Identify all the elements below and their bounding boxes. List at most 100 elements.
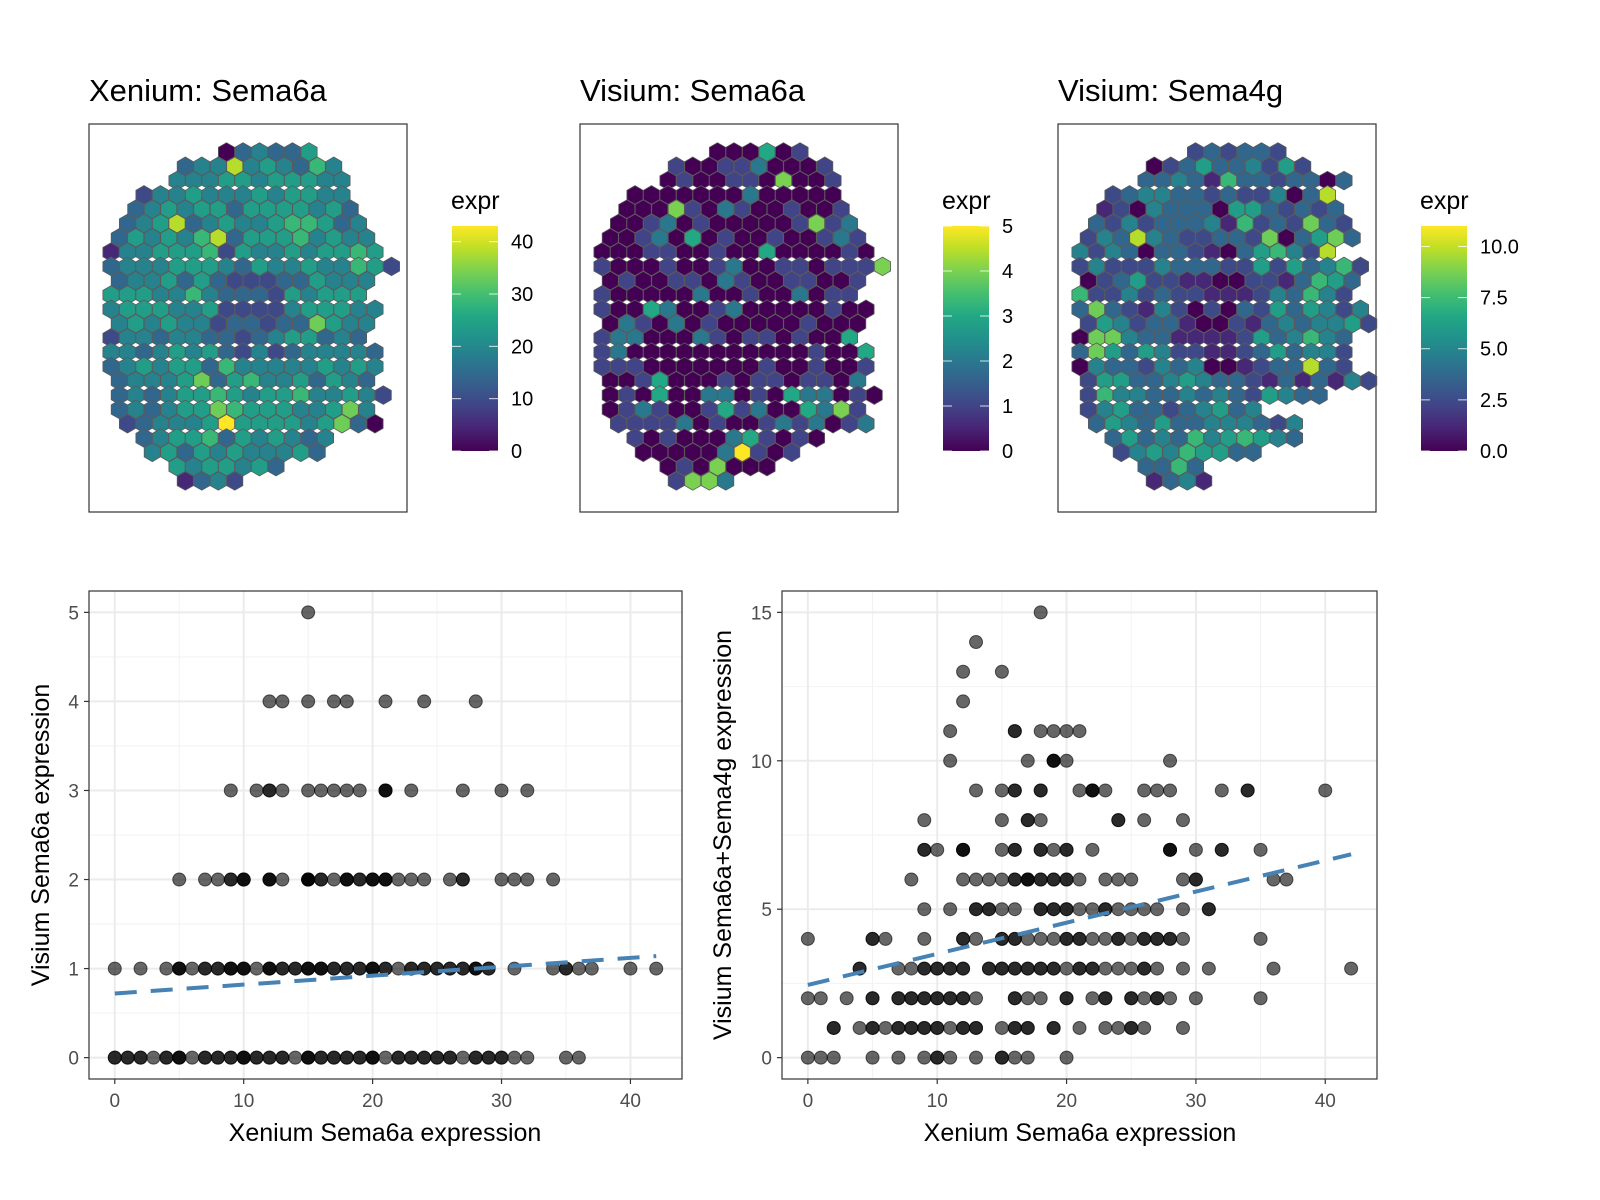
data-point xyxy=(1072,1020,1087,1035)
hex-spot xyxy=(1261,385,1279,405)
data-point xyxy=(1175,931,1190,946)
hex-spot xyxy=(783,442,801,463)
data-point xyxy=(133,961,148,976)
data-point xyxy=(917,813,932,828)
data-point xyxy=(1046,902,1061,917)
hex-spot xyxy=(366,356,384,377)
data-point xyxy=(878,1020,893,1035)
data-point xyxy=(1266,961,1281,976)
colorbar-tick-label: 5 xyxy=(1002,216,1013,238)
data-point xyxy=(904,991,919,1006)
data-point xyxy=(481,1050,496,1065)
data-point xyxy=(1033,724,1048,739)
data-point xyxy=(275,1050,290,1065)
data-point xyxy=(969,1050,984,1065)
data-point xyxy=(1072,902,1087,917)
data-point xyxy=(301,872,316,887)
data-point xyxy=(969,902,984,917)
data-point xyxy=(1150,961,1165,976)
panel-border xyxy=(88,123,408,513)
data-point xyxy=(1059,931,1074,946)
data-point xyxy=(917,991,932,1006)
data-point xyxy=(956,664,971,679)
data-point xyxy=(430,961,445,976)
hex-spot xyxy=(1286,428,1303,448)
colorbar-tick-label: 20 xyxy=(511,336,533,358)
hex-spot xyxy=(300,142,318,162)
colorbar xyxy=(452,226,498,451)
scatter-panel-visium-sema6a-sema4g: 0 10 20 30 40 0 5 10 15 Xenium Sema6a expression… xyxy=(709,590,1378,1147)
data-point xyxy=(994,872,1009,887)
data-point xyxy=(1150,783,1165,798)
data-point xyxy=(365,1050,380,1065)
data-point xyxy=(1201,961,1216,976)
colorbar xyxy=(1421,226,1467,451)
data-point xyxy=(1201,902,1216,917)
data-point xyxy=(1111,813,1126,828)
hexmap-panel-visium-sema6a: Visium: Sema6a expr 0 1 2 3 4 5 xyxy=(579,73,1013,513)
legend-title: expr xyxy=(1420,187,1469,215)
data-point xyxy=(1111,1020,1126,1035)
data-point xyxy=(1214,783,1229,798)
data-point xyxy=(1007,1020,1022,1035)
data-point xyxy=(172,1050,187,1065)
data-point xyxy=(107,961,122,976)
data-point xyxy=(236,872,251,887)
trend-line xyxy=(807,852,1352,987)
data-point xyxy=(249,783,264,798)
data-point xyxy=(1124,961,1139,976)
colorbar xyxy=(943,226,989,451)
data-point xyxy=(275,961,290,976)
data-point xyxy=(288,1050,303,1065)
data-point xyxy=(275,783,290,798)
scatter-plot: 0 10 20 30 40 0 5 10 15 xyxy=(751,590,1378,1112)
data-point xyxy=(1150,991,1165,1006)
data-point xyxy=(172,872,187,887)
data-point xyxy=(1111,931,1126,946)
data-point xyxy=(1137,1020,1152,1035)
data-point xyxy=(1098,783,1113,798)
data-point xyxy=(1137,961,1152,976)
data-point xyxy=(1111,961,1126,976)
data-point xyxy=(943,753,958,768)
data-point xyxy=(1059,991,1074,1006)
data-point xyxy=(1046,872,1061,887)
data-point xyxy=(1150,931,1165,946)
data-point xyxy=(133,1050,148,1065)
x-tick-label: 10 xyxy=(233,1091,254,1112)
y-axis-title: Visium Sema6a+Sema4g expression xyxy=(709,630,737,1040)
data-point xyxy=(288,961,303,976)
data-point xyxy=(159,961,174,976)
hex-spot xyxy=(316,428,335,448)
hex-spot xyxy=(857,299,875,320)
y-tick-label: 0 xyxy=(68,1049,79,1070)
data-point xyxy=(404,1050,419,1065)
data-point xyxy=(223,872,238,887)
scatter-panel-visium-sema6a: 0 10 20 30 40 0 1 2 3 4 5 Xenium Sema6a expression… xyxy=(27,590,683,1147)
hex-spot xyxy=(841,213,858,234)
data-point xyxy=(994,961,1009,976)
data-point xyxy=(1175,1020,1190,1035)
data-point xyxy=(930,1020,945,1035)
colorbar-tick-label: 40 xyxy=(511,232,533,254)
data-point xyxy=(378,1050,393,1065)
data-point xyxy=(969,783,984,798)
data-point xyxy=(1163,931,1178,946)
data-point xyxy=(326,694,341,709)
data-point xyxy=(339,694,354,709)
colorbar-ticks: 0 10 20 30 40 xyxy=(452,232,533,463)
hex-spot xyxy=(1269,142,1287,162)
data-point xyxy=(1059,961,1074,976)
data-point xyxy=(917,931,932,946)
data-point xyxy=(1085,783,1100,798)
hex-spot xyxy=(358,270,376,291)
colorbar-tick-label: 2 xyxy=(1002,351,1013,373)
data-point xyxy=(262,1050,277,1065)
data-point xyxy=(1098,931,1113,946)
data-point xyxy=(172,961,187,976)
colorbar-tick-label: 4 xyxy=(1002,261,1013,283)
data-point xyxy=(930,842,945,857)
data-point xyxy=(120,1050,135,1065)
data-point xyxy=(558,1050,573,1065)
data-point xyxy=(813,991,828,1006)
